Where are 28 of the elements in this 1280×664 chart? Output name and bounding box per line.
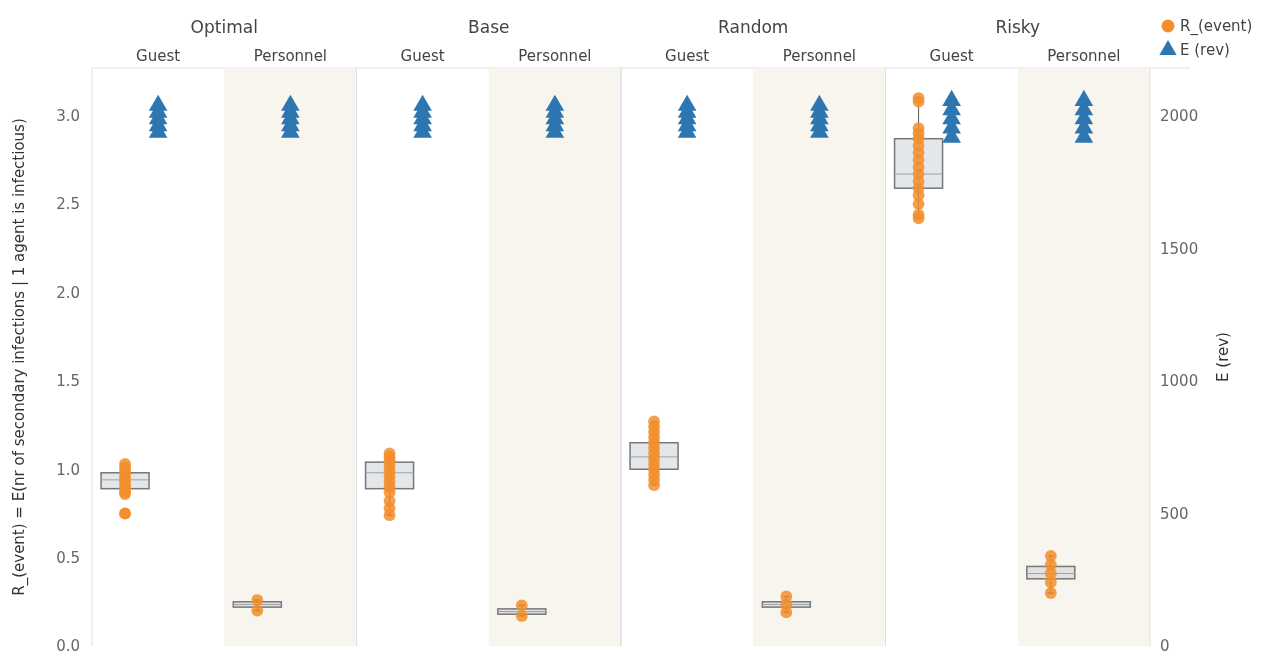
x-tick-label: Personnel [518,47,592,65]
x-tick-label: Guest [929,47,974,65]
y-tick-label: 1.0 [56,460,80,479]
y-axis-title: R_(event) = E(nr of secondary infections | 1 agent is infectious) [10,118,29,596]
y-tick-label: 0.5 [56,548,80,567]
y2-tick-label: 500 [1160,504,1189,523]
x-tick-label: Guest [665,47,710,65]
x-tick-label: Guest [400,47,445,65]
y2-axis-title: E (rev) [1214,332,1232,382]
chart-title: Optimal [190,17,258,37]
y-tick-label: 3.0 [56,107,80,126]
y2-tick-label: 1000 [1160,372,1199,391]
x-tick-label: Personnel [253,47,328,65]
legend-label: E (rev) [1180,41,1230,59]
x-tick-label: Personnel [1047,47,1121,65]
y-tick-label: 2.5 [56,195,80,214]
y-tick-label: 2.0 [56,283,80,302]
y-tick-label: 1.5 [56,372,80,391]
chart-title: Random [718,17,789,37]
y-tick-label: 0.0 [56,637,80,656]
chart-title: Risky [995,17,1041,37]
x-tick-label: Personnel [782,47,857,65]
y2-tick-label: 1500 [1160,239,1199,258]
x-tick-label: Guest [136,47,181,65]
y2-tick-label: 2000 [1160,107,1199,126]
chart-title: Base [468,17,510,37]
legend-label: R_(event) [1180,17,1253,36]
y2-tick-label: 0 [1160,637,1170,656]
